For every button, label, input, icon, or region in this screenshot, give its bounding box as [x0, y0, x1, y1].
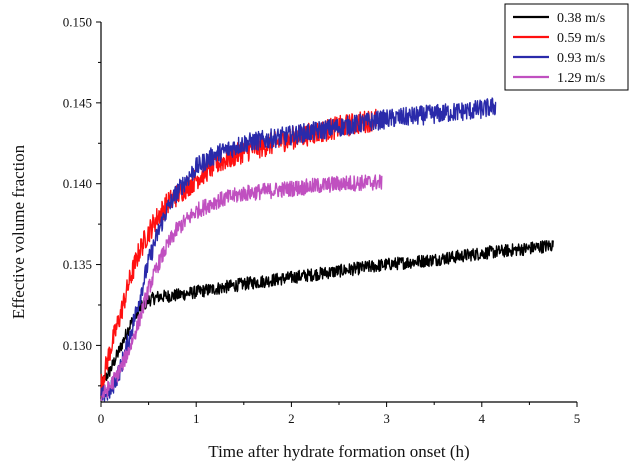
x-tick-label: 1: [193, 411, 200, 426]
series-line-0: [100, 240, 554, 389]
legend-label-2: 0.93 m/s: [557, 51, 605, 66]
y-tick-label: 0.135: [63, 257, 92, 272]
ticks-layer: 0 1 2 3 4 5 0.130 0.135 0.140 0.145 0.150: [63, 15, 581, 427]
series-line-2: [100, 97, 497, 402]
x-tick-label: 4: [479, 411, 486, 426]
legend-label-0: 0.38 m/s: [557, 11, 605, 26]
x-tick-label: 2: [288, 411, 295, 426]
legend-label-3: 1.29 m/s: [557, 71, 605, 86]
y-tick-label: 0.145: [63, 95, 92, 110]
series-line-3: [100, 174, 383, 402]
y-tick-label: 0.140: [63, 176, 92, 191]
y-tick-label: 0.130: [63, 338, 92, 353]
x-tick-label: 5: [574, 411, 581, 426]
legend-label-1: 0.59 m/s: [557, 31, 605, 46]
x-tick-label: 3: [383, 411, 390, 426]
x-tick-label: 0: [98, 411, 105, 426]
y-axis-title: Effective volume fraction: [9, 144, 28, 319]
legend: 0.38 m/s 0.59 m/s 0.93 m/s 1.29 m/s: [504, 3, 629, 91]
x-axis-title: Time after hydrate formation onset (h): [208, 442, 469, 461]
y-tick-label: 0.150: [63, 15, 92, 30]
legend-box: [504, 3, 629, 91]
series-layer: [100, 97, 554, 402]
